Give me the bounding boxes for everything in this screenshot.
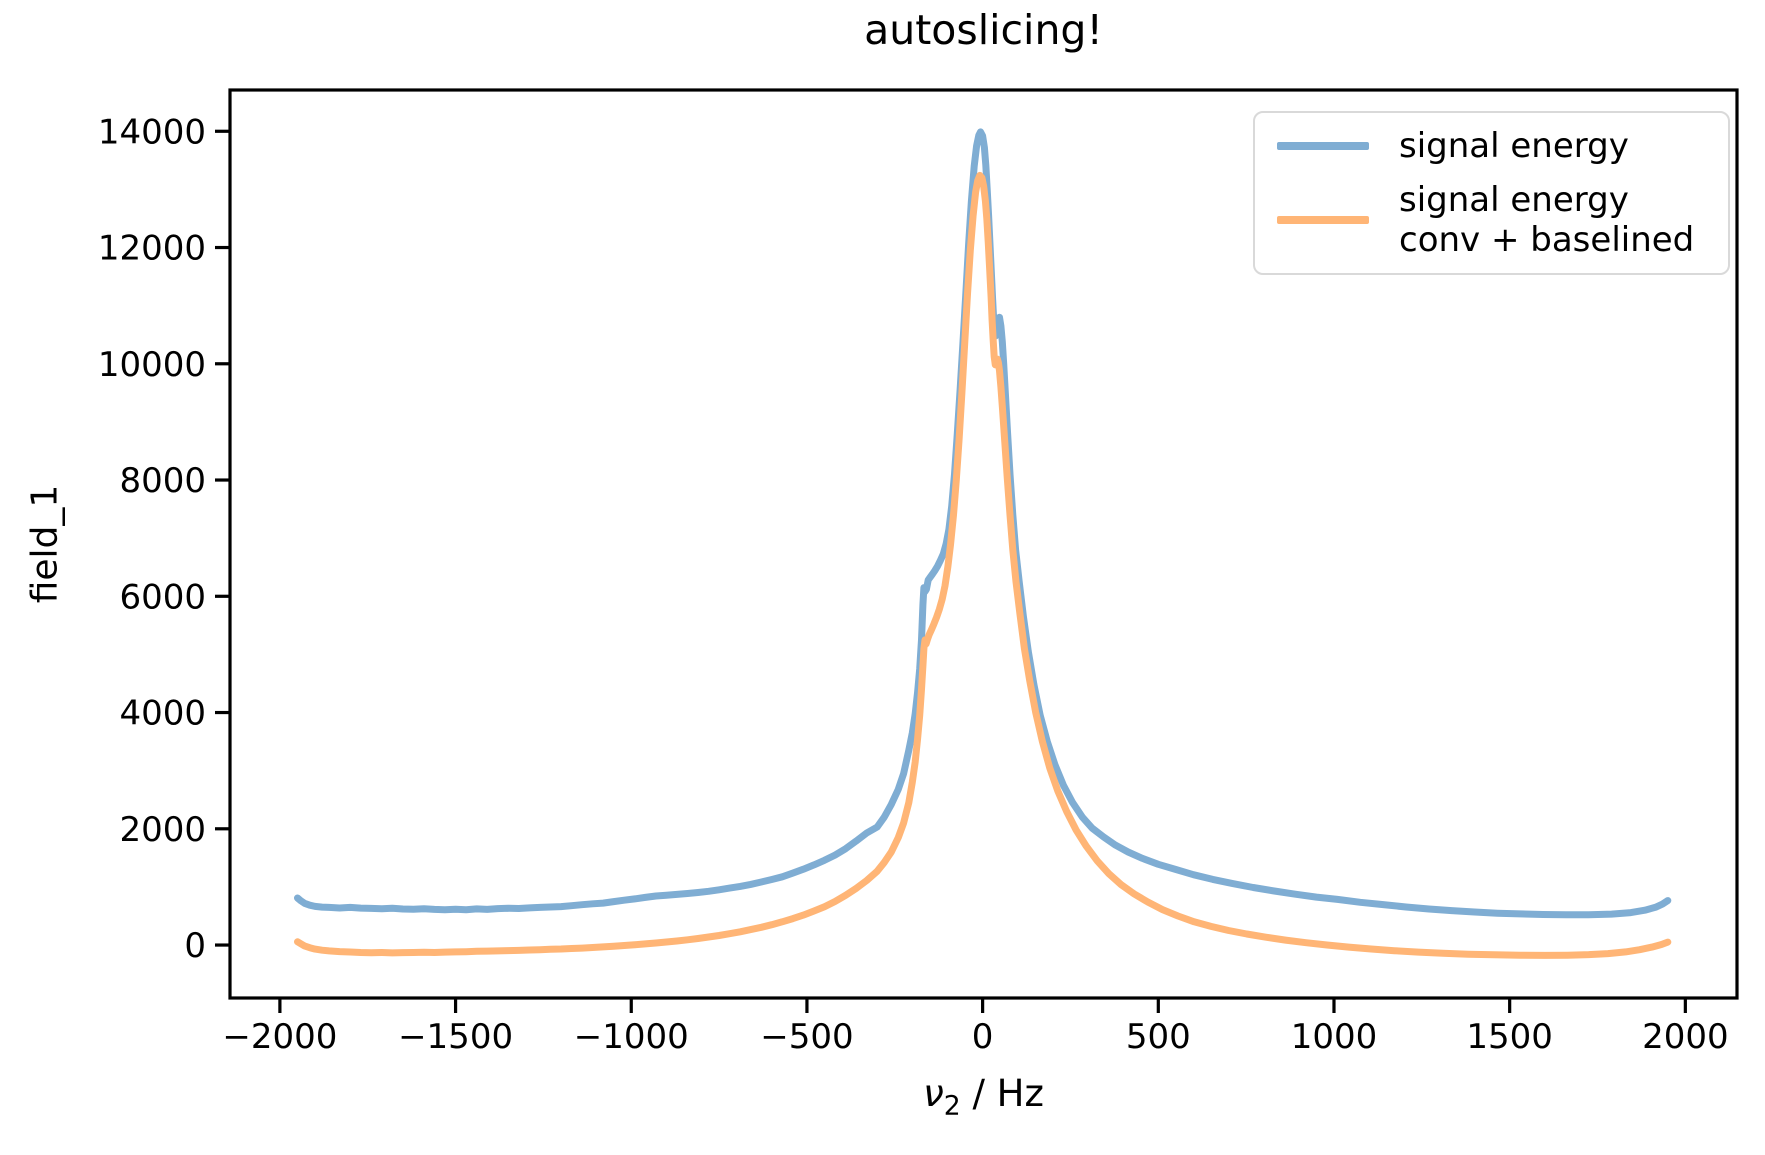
x-axis-label-unit: / Hz [960, 1072, 1044, 1115]
legend-line-sample-orange [1277, 216, 1369, 224]
x-tick-label: 2000 [1642, 1017, 1729, 1057]
y-axis-label: field_1 [24, 484, 66, 604]
x-tick-label: 0 [972, 1017, 994, 1057]
x-tick-label: −500 [760, 1017, 853, 1057]
x-tick-label: 1500 [1466, 1017, 1553, 1057]
x-tick-label: 1000 [1291, 1017, 1378, 1057]
y-tick-label: 0 [184, 926, 206, 966]
legend-entry-signal-energy-conv-baselined: signal energy conv + baselined [1265, 180, 1706, 260]
axes-frame [228, 88, 1739, 1000]
legend: signal energy signal energy conv + baseli… [1253, 111, 1730, 275]
x-tick-label: −2000 [222, 1017, 337, 1057]
y-tick-label: 8000 [119, 461, 206, 501]
x-axis-label: ν2 / Hz [230, 1072, 1737, 1121]
y-tick-label: 6000 [119, 577, 206, 617]
legend-label: signal energy conv + baselined [1399, 180, 1694, 260]
nu-subscript: 2 [943, 1090, 961, 1122]
legend-entry-signal-energy: signal energy [1265, 126, 1706, 166]
chart-title: autoslicing! [864, 6, 1103, 54]
nu-symbol: ν [923, 1072, 944, 1115]
y-tick-label: 12000 [98, 229, 206, 269]
legend-label: signal energy [1399, 126, 1629, 166]
series-line-signal-energy-conv-baselined [294, 171, 1672, 959]
x-tick-label: 500 [1126, 1017, 1191, 1057]
x-tick-label: −1000 [574, 1017, 689, 1057]
x-tick-label: −1500 [398, 1017, 513, 1057]
y-tick-label: 2000 [119, 810, 206, 850]
y-tick-label: 4000 [119, 694, 206, 734]
y-tick-label: 10000 [98, 345, 206, 385]
y-tick-label: 14000 [98, 112, 206, 152]
series-line-signal-energy [294, 128, 1672, 919]
legend-line-sample-blue [1277, 142, 1369, 150]
legend-label-line2: conv + baselined [1399, 220, 1695, 260]
legend-label-line1: signal energy [1399, 180, 1629, 220]
